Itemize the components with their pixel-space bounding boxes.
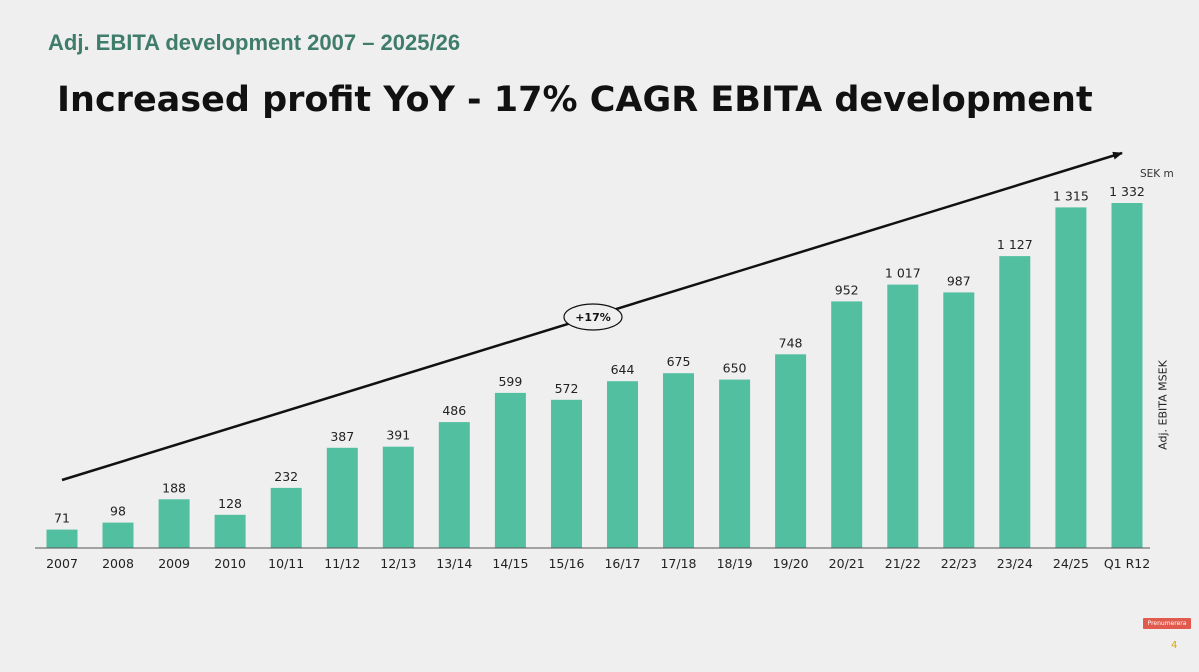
value-label: 486 bbox=[442, 403, 466, 418]
x-tick-label: 22/23 bbox=[941, 556, 977, 571]
x-tick-label: 19/20 bbox=[773, 556, 809, 571]
bar-17-18 bbox=[663, 373, 694, 548]
unit-label: SEK m bbox=[1140, 168, 1174, 180]
value-label: 71 bbox=[54, 511, 70, 526]
value-label: 644 bbox=[611, 362, 635, 377]
bar-12-13 bbox=[382, 446, 414, 548]
bar-2008 bbox=[102, 522, 134, 548]
bar-2009 bbox=[158, 499, 190, 548]
value-label: 1 315 bbox=[1053, 188, 1089, 203]
value-label: 1 332 bbox=[1109, 184, 1145, 199]
bar-16-17 bbox=[607, 381, 638, 548]
subscribe-label: Prenumerera bbox=[1147, 620, 1187, 627]
page-number: 4 bbox=[1171, 640, 1178, 651]
x-tick-label: 23/24 bbox=[997, 556, 1033, 571]
bar-18-19 bbox=[719, 379, 751, 548]
x-tick-label: 21/22 bbox=[885, 556, 921, 571]
bar-11-12 bbox=[326, 447, 358, 548]
value-label: 650 bbox=[723, 361, 747, 376]
y-axis-label: Adj. EBITA MSEK bbox=[1156, 360, 1170, 450]
x-tick-label: 2007 bbox=[46, 556, 78, 571]
x-tick-label: 20/21 bbox=[829, 556, 865, 571]
bar-2010 bbox=[214, 514, 246, 548]
value-label: 572 bbox=[555, 381, 579, 396]
x-tick-label: 12/13 bbox=[380, 556, 416, 571]
x-tick-label: 15/16 bbox=[548, 556, 584, 571]
bar-22-23 bbox=[943, 292, 975, 548]
x-tick-label: 10/11 bbox=[268, 556, 304, 571]
cagr-annotation: +17% bbox=[563, 303, 623, 331]
value-label: 1 127 bbox=[997, 237, 1033, 252]
value-label: 188 bbox=[162, 480, 186, 495]
x-tick-label: 16/17 bbox=[604, 556, 640, 571]
value-label: 387 bbox=[330, 429, 354, 444]
bar-21-22 bbox=[887, 284, 919, 548]
value-label: 128 bbox=[218, 496, 242, 511]
cagr-annotation-label: +17% bbox=[575, 311, 611, 324]
value-label: 391 bbox=[386, 428, 410, 443]
bar-23-24 bbox=[999, 256, 1031, 548]
bar-20-21 bbox=[831, 301, 863, 548]
bar-10-11 bbox=[270, 487, 302, 548]
bar-24-25 bbox=[1055, 207, 1087, 548]
x-tick-label: Q1 R12 bbox=[1104, 556, 1150, 571]
x-tick-label: 24/25 bbox=[1053, 556, 1089, 571]
value-label: 1 017 bbox=[885, 266, 921, 281]
value-label: 98 bbox=[110, 504, 126, 519]
x-tick-label: 2008 bbox=[102, 556, 134, 571]
x-tick-label: 2010 bbox=[214, 556, 246, 571]
x-tick-label: 18/19 bbox=[717, 556, 753, 571]
slide-headline: Increased profit YoY - 17% CAGR EBITA de… bbox=[57, 80, 1093, 120]
x-tick-label: 2009 bbox=[158, 556, 190, 571]
x-tick-label: 13/14 bbox=[436, 556, 472, 571]
x-tick-label: 17/18 bbox=[660, 556, 696, 571]
x-tick-label: 14/15 bbox=[492, 556, 528, 571]
bar-14-15 bbox=[494, 392, 526, 548]
value-label: 232 bbox=[274, 469, 298, 484]
bar-19-20 bbox=[775, 354, 807, 548]
value-label: 987 bbox=[947, 273, 971, 288]
value-label: 599 bbox=[498, 374, 522, 389]
bar-q1-r12 bbox=[1111, 203, 1143, 548]
bar-2007 bbox=[46, 529, 78, 548]
bar-13-14 bbox=[438, 422, 470, 548]
x-tick-label: 11/12 bbox=[324, 556, 360, 571]
bar-15-16 bbox=[551, 399, 582, 548]
value-label: 748 bbox=[779, 335, 803, 350]
subscribe-badge[interactable]: Prenumerera bbox=[1143, 618, 1191, 629]
slide-subtitle: Adj. EBITA development 2007 – 2025/26 bbox=[48, 30, 461, 55]
value-label: 675 bbox=[667, 354, 691, 369]
value-label: 952 bbox=[835, 282, 859, 297]
